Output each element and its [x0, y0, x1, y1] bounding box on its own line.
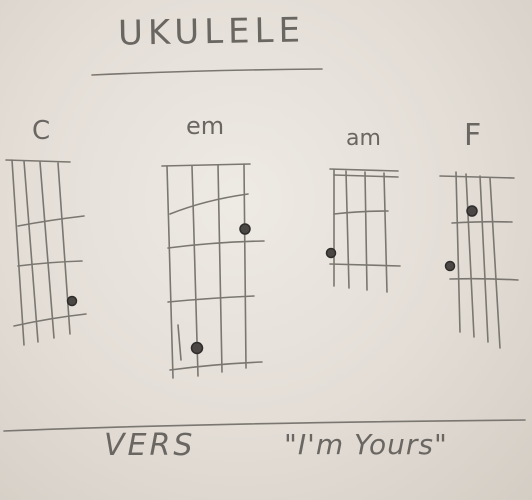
chord-label-f: F [464, 118, 482, 153]
string-line [217, 164, 223, 373]
section-label: VERS [104, 428, 196, 463]
chord-diagram-am [325, 168, 401, 293]
string-line [191, 165, 199, 377]
string-line [455, 171, 461, 333]
nut-line [333, 174, 399, 178]
finger-dot [466, 205, 478, 217]
fret-line [333, 210, 389, 215]
fret-line [17, 215, 85, 227]
footer-divider [3, 419, 526, 432]
string-line [479, 175, 489, 343]
song-title: "I'm Yours" [284, 428, 448, 461]
fret-line [169, 193, 249, 215]
fret-line [17, 260, 83, 267]
finger-dot [66, 295, 78, 307]
string-line [57, 162, 71, 335]
fret-line [13, 313, 87, 327]
string-line [166, 165, 174, 379]
chord-diagram-c [5, 159, 87, 346]
fret-line [329, 263, 401, 267]
chord-diagram-em [161, 163, 265, 379]
string-line [243, 163, 247, 369]
title-underline [91, 68, 323, 76]
fret-line [167, 295, 255, 303]
string-line [23, 160, 39, 343]
string-line [383, 172, 388, 293]
fret-line [167, 240, 265, 249]
chord-label-em: em [186, 112, 225, 140]
string-line [11, 159, 25, 346]
fret-line [169, 361, 263, 371]
chord-diagram-f [439, 171, 519, 349]
chord-label-c: C [32, 116, 51, 146]
string-line [345, 170, 350, 289]
string-line [465, 173, 475, 338]
fret-line [451, 220, 513, 224]
finger-dot [325, 247, 337, 259]
nut-line [161, 163, 251, 167]
fret-line [449, 277, 519, 281]
finger-dot [444, 260, 456, 272]
nut-line [439, 175, 515, 179]
pencil-mark [177, 324, 182, 361]
string-line [39, 161, 55, 339]
finger-dot [239, 223, 251, 235]
finger-dot [190, 341, 204, 355]
string-line [489, 177, 501, 349]
nut-line [5, 159, 71, 163]
string-line [364, 171, 368, 291]
nut-line [329, 168, 399, 172]
chord-label-am: am [346, 126, 381, 151]
